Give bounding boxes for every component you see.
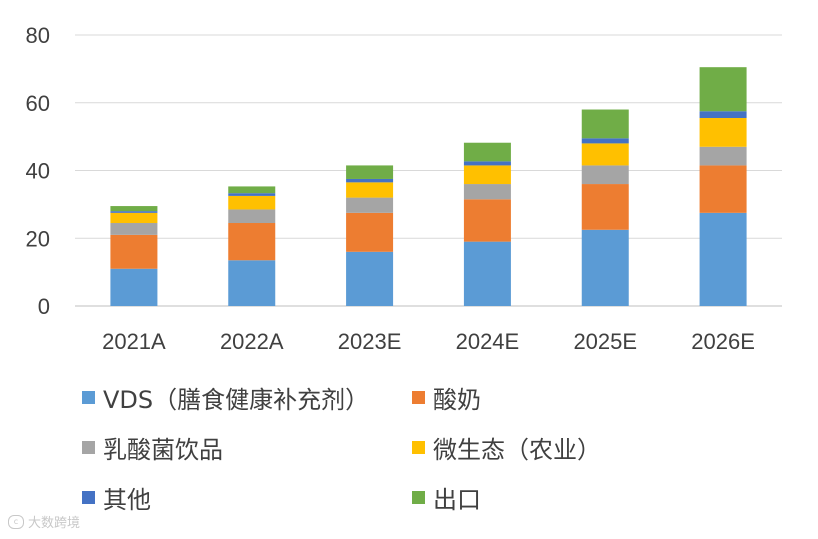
bar-segment	[699, 117, 747, 147]
legend-label: 乳酸菌饮品	[103, 435, 223, 464]
x-tick-label: 2026E	[691, 329, 755, 354]
bar-segment	[581, 229, 629, 306]
bar-segment	[581, 109, 629, 139]
legend-item: 其他	[82, 480, 151, 514]
legend-swatch	[82, 490, 95, 504]
legend-label: 酸奶	[433, 385, 481, 414]
legend-item: 乳酸菌饮品	[82, 430, 223, 464]
bar-segment	[346, 197, 394, 213]
legend-item: 出口	[412, 480, 481, 514]
bar-segment	[463, 199, 511, 242]
x-tick-label: 2025E	[573, 329, 637, 354]
bar-segment	[228, 260, 276, 306]
bar-segment	[699, 146, 747, 166]
y-tick-label: 0	[38, 294, 50, 319]
bar-segment	[463, 161, 511, 166]
x-tick-label: 2023E	[338, 329, 402, 354]
legend-item: VDS（膳食健康补充剂）	[82, 380, 369, 414]
x-tick-label: 2024E	[456, 329, 520, 354]
legend-item: 微生态（农业）	[412, 430, 601, 464]
bar-segment	[346, 178, 394, 183]
legend-label: 其他	[103, 485, 151, 514]
bar-segment	[110, 211, 158, 213]
bar-segment	[110, 234, 158, 269]
bar-segment	[581, 143, 629, 166]
bar-segment	[463, 241, 511, 306]
bar-segment	[346, 251, 394, 306]
bar-segment	[346, 165, 394, 179]
bar-segment	[228, 209, 276, 224]
y-tick-label: 80	[26, 23, 50, 48]
stacked-bar-chart: 0 20 40 60 80 2021A 2022A 2023E 2024E 2025E 2026E	[26, 23, 782, 354]
x-tick-label: 2022A	[220, 329, 284, 354]
bar-segment	[699, 165, 747, 213]
bar-segment	[228, 186, 276, 194]
bar-segment	[463, 142, 511, 162]
bar-segment	[228, 195, 276, 210]
bar-segment	[699, 67, 747, 112]
legend-item: 酸奶	[412, 380, 481, 414]
bar-segment	[228, 223, 276, 261]
legend-swatch	[82, 440, 95, 454]
bar-segment	[699, 212, 747, 306]
bar-segment	[581, 184, 629, 230]
watermark-text: 大数跨境	[28, 516, 81, 531]
logo-icon: c	[8, 514, 24, 529]
bar-segment	[110, 223, 158, 235]
legend-swatch	[412, 440, 425, 454]
watermark: c 大数跨境	[8, 512, 80, 531]
legend-label: 微生态（农业）	[433, 435, 601, 464]
bar-segment	[463, 184, 511, 200]
y-tick-label: 20	[26, 226, 50, 251]
bar-segment	[228, 193, 276, 196]
bar-segment	[110, 206, 158, 212]
bar-segment	[581, 165, 629, 185]
legend-swatch	[82, 390, 95, 404]
x-tick-label: 2021A	[102, 329, 166, 354]
legend-label: 出口	[433, 485, 481, 514]
bar-segment	[110, 212, 158, 224]
legend-swatch	[412, 390, 425, 404]
legend-swatch	[412, 490, 425, 504]
bar-segment	[346, 212, 394, 252]
bar-segment	[699, 111, 747, 118]
bar-segment	[346, 182, 394, 198]
bar-segment	[110, 268, 158, 306]
bar-segment	[463, 165, 511, 185]
legend-label: VDS（膳食健康补充剂）	[103, 385, 370, 414]
y-tick-label: 40	[26, 159, 50, 184]
bar-segment	[581, 138, 629, 144]
y-tick-label: 60	[26, 91, 50, 116]
